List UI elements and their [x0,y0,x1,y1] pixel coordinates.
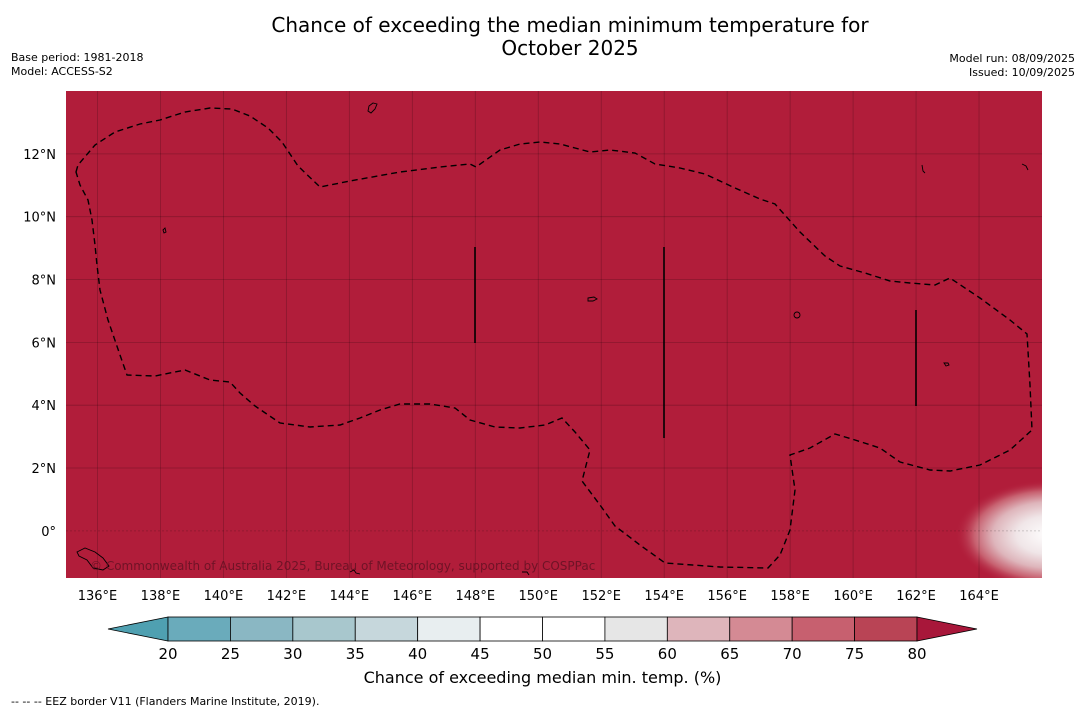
colorbar-label: Chance of exceeding median min. temp. (%… [363,668,722,687]
latitude-label: 6°N [32,336,57,351]
island-outline [921,164,926,174]
colorbar-tick-label: 30 [283,645,302,663]
colorbar-tick-label: 75 [845,645,864,663]
longitude-label: 142°E [267,589,307,604]
map-title: Chance of exceeding the median minimum t… [220,14,920,60]
colorbar-tick-label: 25 [221,645,240,663]
colorbar-segment [542,616,606,642]
longitude-label: 136°E [78,589,118,604]
colorbar-segment [791,616,855,642]
colorbar-segment [666,616,731,642]
model-run: Model run: 08/09/2025 [949,52,1075,65]
longitude-label: 158°E [770,589,810,604]
eez-footnote: -- -- -- EEZ border V11 (Flanders Marine… [11,695,320,708]
longitude-label: 154°E [644,589,684,604]
probability-contour [955,480,1042,578]
longitude-label: 152°E [581,589,621,604]
colorbar-segment [292,616,356,642]
map-area [66,91,1042,578]
latitude-label: 10°N [23,211,56,226]
longitude-label: 164°E [959,589,999,604]
colorbar-tick-label: 40 [408,645,427,663]
island-outline [587,296,598,302]
longitude-label: 146°E [393,589,433,604]
longitude-label: 144°E [330,589,370,604]
longitude-labels: 136°E 138°E 140°E 142°E 144°E 146°E 148°E 150°E… [78,589,999,604]
island-outline [793,311,801,319]
latitude-label: 0° [41,525,56,540]
longitude-label: 148°E [456,589,496,604]
island-outline [349,569,361,575]
colorbar-high-arrow [916,616,978,642]
colorbar-low-arrow [107,616,169,642]
colorbar-tick-label: 70 [783,645,802,663]
base-period: Base period: 1981-2018 [11,51,144,64]
colorbar-tick-label: 60 [658,645,677,663]
issued-date: Issued: 10/09/2025 [968,66,1075,79]
colorbar-segment [479,616,543,642]
colorbar-tick-label: 50 [533,645,552,663]
colorbar-tick-label: 65 [720,645,739,663]
longitude-label: 138°E [141,589,181,604]
longitude-label: 156°E [707,589,747,604]
colorbar-tick-label: 35 [346,645,365,663]
colorbar-segment [854,616,918,642]
colorbar-segment [230,616,294,642]
latitude-labels: 0° 2°N 4°N 6°N 8°N 10°N 12°N [23,148,56,540]
longitude-label: 160°E [833,589,873,604]
island-outline [76,547,110,571]
island-outline [367,102,378,114]
graticule [66,91,1042,578]
island-outline [943,362,950,367]
colorbar-ticks: 20 25 30 35 40 45 50 55 60 65 70 75 80 [158,645,926,663]
model-info: Base period: 1981-2018 Model: ACCESS-S2 [11,51,143,79]
boundary-lines [474,247,917,438]
copyright-text: © Commonwealth of Australia 2025, Bureau… [90,559,595,573]
colorbar-tick-label: 20 [158,645,177,663]
colorbar: 20 25 30 35 40 45 50 55 60 65 70 75 80 [107,616,978,663]
longitude-label: 150°E [518,589,558,604]
run-info: Model run: 08/09/2025 Issued: 10/09/2025 [949,52,1075,80]
model-name: Model: ACCESS-S2 [11,65,113,78]
colorbar-segment [417,616,481,642]
colorbar-tick-label: 80 [907,645,926,663]
island-outlines [76,102,1029,576]
island-outline [162,227,167,234]
eez-border [75,107,1033,569]
island-outline [522,571,530,576]
colorbar-segment [354,616,419,642]
latitude-label: 8°N [32,274,57,289]
colorbar-segments [167,616,918,642]
island-outline [1021,163,1029,171]
colorbar-tick-label: 45 [471,645,490,663]
longitude-label: 140°E [204,589,244,604]
colorbar-segment [167,616,231,642]
colorbar-segment [604,616,668,642]
latitude-label: 4°N [32,399,57,414]
latitude-label: 12°N [23,148,56,163]
title-line-1: Chance of exceeding the median minimum t… [271,13,869,37]
colorbar-segment [729,616,793,642]
title-line-2: October 2025 [501,36,639,60]
latitude-label: 2°N [32,462,57,477]
longitude-label: 162°E [896,589,936,604]
colorbar-tick-label: 55 [595,645,614,663]
